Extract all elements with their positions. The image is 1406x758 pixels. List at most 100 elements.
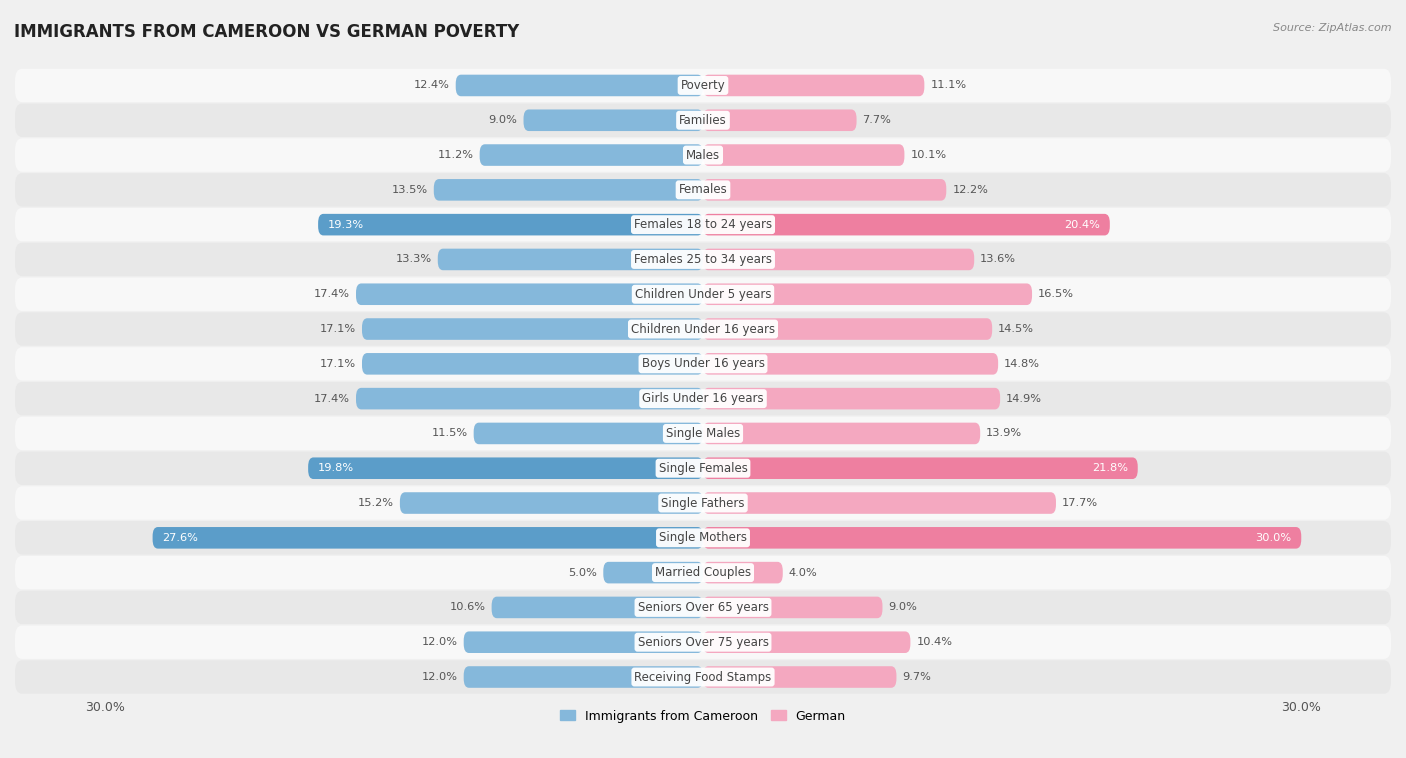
FancyBboxPatch shape [703, 144, 904, 166]
FancyBboxPatch shape [703, 388, 1000, 409]
Text: 12.2%: 12.2% [952, 185, 988, 195]
Text: Families: Families [679, 114, 727, 127]
FancyBboxPatch shape [15, 660, 1391, 694]
FancyBboxPatch shape [703, 249, 974, 271]
Text: 14.5%: 14.5% [998, 324, 1035, 334]
Text: Females 18 to 24 years: Females 18 to 24 years [634, 218, 772, 231]
FancyBboxPatch shape [15, 590, 1391, 624]
FancyBboxPatch shape [15, 417, 1391, 450]
Text: Single Females: Single Females [658, 462, 748, 475]
FancyBboxPatch shape [15, 243, 1391, 276]
FancyBboxPatch shape [361, 318, 703, 340]
FancyBboxPatch shape [356, 388, 703, 409]
FancyBboxPatch shape [703, 527, 1302, 549]
Text: 17.1%: 17.1% [321, 359, 356, 369]
FancyBboxPatch shape [356, 283, 703, 305]
Text: 9.7%: 9.7% [903, 672, 931, 682]
FancyBboxPatch shape [703, 75, 924, 96]
Text: 14.9%: 14.9% [1007, 393, 1042, 403]
FancyBboxPatch shape [15, 208, 1391, 241]
FancyBboxPatch shape [464, 631, 703, 653]
Text: 11.2%: 11.2% [437, 150, 474, 160]
FancyBboxPatch shape [361, 353, 703, 374]
FancyBboxPatch shape [456, 75, 703, 96]
FancyBboxPatch shape [15, 277, 1391, 311]
Text: Seniors Over 65 years: Seniors Over 65 years [637, 601, 769, 614]
FancyBboxPatch shape [15, 625, 1391, 659]
FancyBboxPatch shape [703, 423, 980, 444]
Text: IMMIGRANTS FROM CAMEROON VS GERMAN POVERTY: IMMIGRANTS FROM CAMEROON VS GERMAN POVER… [14, 23, 519, 41]
FancyBboxPatch shape [703, 492, 1056, 514]
Text: Married Couples: Married Couples [655, 566, 751, 579]
FancyBboxPatch shape [464, 666, 703, 688]
Text: 5.0%: 5.0% [568, 568, 598, 578]
Text: 13.3%: 13.3% [395, 255, 432, 265]
FancyBboxPatch shape [15, 556, 1391, 589]
Text: 12.4%: 12.4% [413, 80, 450, 90]
Text: 30.0%: 30.0% [1256, 533, 1291, 543]
Text: 17.1%: 17.1% [321, 324, 356, 334]
Text: 14.8%: 14.8% [1004, 359, 1040, 369]
FancyBboxPatch shape [153, 527, 703, 549]
Text: 13.9%: 13.9% [986, 428, 1022, 438]
FancyBboxPatch shape [703, 179, 946, 201]
FancyBboxPatch shape [15, 521, 1391, 555]
FancyBboxPatch shape [603, 562, 703, 584]
Text: 21.8%: 21.8% [1092, 463, 1128, 473]
FancyBboxPatch shape [15, 104, 1391, 137]
Text: 11.5%: 11.5% [432, 428, 468, 438]
Text: 10.4%: 10.4% [917, 637, 952, 647]
Text: 15.2%: 15.2% [359, 498, 394, 508]
Text: Females 25 to 34 years: Females 25 to 34 years [634, 253, 772, 266]
Text: 16.5%: 16.5% [1038, 290, 1074, 299]
Text: Poverty: Poverty [681, 79, 725, 92]
FancyBboxPatch shape [15, 452, 1391, 485]
FancyBboxPatch shape [318, 214, 703, 236]
FancyBboxPatch shape [15, 69, 1391, 102]
Text: 11.1%: 11.1% [931, 80, 966, 90]
Text: 13.6%: 13.6% [980, 255, 1017, 265]
FancyBboxPatch shape [703, 214, 1109, 236]
Text: Children Under 5 years: Children Under 5 years [634, 288, 772, 301]
FancyBboxPatch shape [703, 631, 911, 653]
Text: 12.0%: 12.0% [422, 672, 458, 682]
FancyBboxPatch shape [703, 109, 856, 131]
Text: Source: ZipAtlas.com: Source: ZipAtlas.com [1274, 23, 1392, 33]
Text: 9.0%: 9.0% [489, 115, 517, 125]
FancyBboxPatch shape [15, 487, 1391, 520]
Text: 9.0%: 9.0% [889, 603, 917, 612]
FancyBboxPatch shape [15, 347, 1391, 381]
FancyBboxPatch shape [437, 249, 703, 271]
Text: Boys Under 16 years: Boys Under 16 years [641, 357, 765, 371]
Text: Children Under 16 years: Children Under 16 years [631, 323, 775, 336]
FancyBboxPatch shape [703, 353, 998, 374]
Text: 20.4%: 20.4% [1064, 220, 1099, 230]
FancyBboxPatch shape [523, 109, 703, 131]
FancyBboxPatch shape [703, 318, 993, 340]
Text: 17.4%: 17.4% [314, 393, 350, 403]
Legend: Immigrants from Cameroon, German: Immigrants from Cameroon, German [560, 709, 846, 722]
FancyBboxPatch shape [474, 423, 703, 444]
Text: Females: Females [679, 183, 727, 196]
Text: 27.6%: 27.6% [163, 533, 198, 543]
Text: 7.7%: 7.7% [862, 115, 891, 125]
FancyBboxPatch shape [492, 597, 703, 619]
Text: Single Males: Single Males [666, 427, 740, 440]
Text: Males: Males [686, 149, 720, 161]
FancyBboxPatch shape [703, 562, 783, 584]
Text: Seniors Over 75 years: Seniors Over 75 years [637, 636, 769, 649]
Text: Single Fathers: Single Fathers [661, 496, 745, 509]
Text: 4.0%: 4.0% [789, 568, 817, 578]
FancyBboxPatch shape [399, 492, 703, 514]
Text: 10.6%: 10.6% [450, 603, 485, 612]
FancyBboxPatch shape [703, 457, 1137, 479]
FancyBboxPatch shape [308, 457, 703, 479]
Text: 10.1%: 10.1% [911, 150, 946, 160]
FancyBboxPatch shape [703, 666, 897, 688]
Text: 19.8%: 19.8% [318, 463, 354, 473]
Text: Receiving Food Stamps: Receiving Food Stamps [634, 671, 772, 684]
Text: 19.3%: 19.3% [328, 220, 364, 230]
Text: Girls Under 16 years: Girls Under 16 years [643, 392, 763, 405]
FancyBboxPatch shape [15, 312, 1391, 346]
Text: 12.0%: 12.0% [422, 637, 458, 647]
